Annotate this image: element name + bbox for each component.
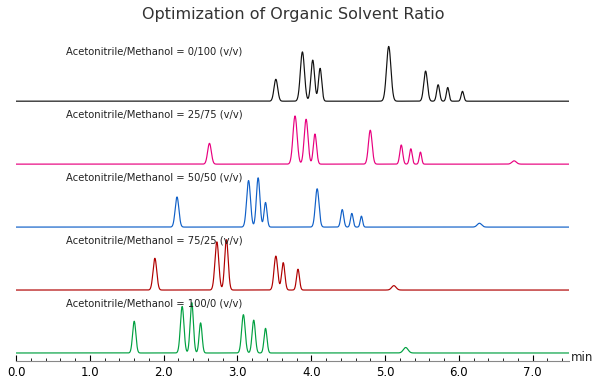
Text: min: min [571,351,593,364]
Text: Acetonitrile/Methanol = 100/0 (v/v): Acetonitrile/Methanol = 100/0 (v/v) [67,298,242,308]
Text: Acetonitrile/Methanol = 75/25 (v/v): Acetonitrile/Methanol = 75/25 (v/v) [67,235,243,245]
Title: Optimization of Organic Solvent Ratio: Optimization of Organic Solvent Ratio [142,7,444,22]
Text: Acetonitrile/Methanol = 25/75 (v/v): Acetonitrile/Methanol = 25/75 (v/v) [67,109,243,119]
Text: Acetonitrile/Methanol = 0/100 (v/v): Acetonitrile/Methanol = 0/100 (v/v) [67,46,242,56]
Text: Acetonitrile/Methanol = 50/50 (v/v): Acetonitrile/Methanol = 50/50 (v/v) [67,172,243,182]
